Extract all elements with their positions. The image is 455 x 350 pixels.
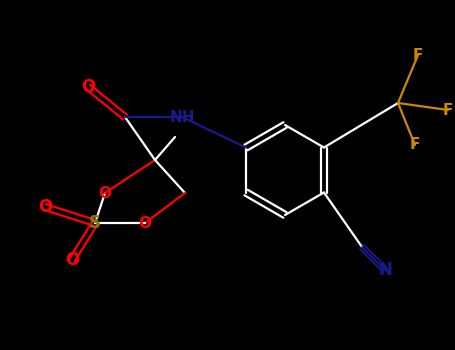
Text: O: O — [81, 78, 95, 96]
Text: S: S — [89, 214, 101, 232]
Text: O: O — [65, 251, 79, 269]
Text: O: O — [38, 198, 52, 216]
Text: O: O — [98, 186, 111, 201]
Text: F: F — [443, 103, 453, 118]
Text: F: F — [410, 138, 420, 153]
Text: NH: NH — [169, 110, 195, 125]
Text: N: N — [378, 261, 392, 279]
Text: F: F — [413, 48, 423, 63]
Text: O: O — [138, 216, 152, 231]
